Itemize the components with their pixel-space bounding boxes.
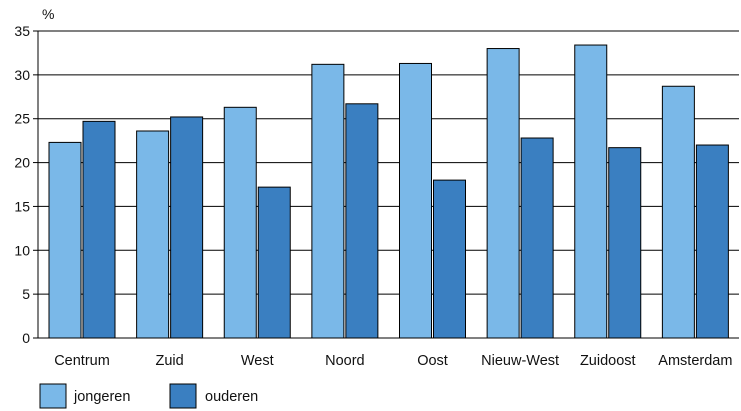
x-tick-label: West: [241, 353, 274, 369]
y-tick-label: 25: [14, 111, 30, 127]
axes: [37, 31, 739, 339]
legend-swatch-ouderen: [169, 383, 197, 409]
bar-ouderen-zuid: [170, 116, 204, 339]
bar-jongeren-noord: [311, 63, 345, 339]
x-tick-label: Zuid: [156, 353, 184, 369]
x-axis-labels: Centrum Zuid West Noord Oost Nieuw-West Zuidoo…: [54, 353, 732, 369]
y-tick-label: 0: [22, 330, 30, 346]
bar-jongeren-centrum: [48, 141, 82, 339]
bar-ouderen-noord: [345, 103, 379, 339]
y-axis-unit-label: %: [42, 6, 54, 22]
y-tick-label: 35: [14, 23, 30, 39]
x-tick-label: Noord: [325, 353, 365, 369]
bar-ouderen-west: [257, 186, 291, 339]
legend-swatch-jongeren: [39, 383, 67, 409]
bar-ouderen-zuidoost: [608, 147, 642, 339]
bar-ouderen-amsterdam: [695, 144, 729, 339]
bar-ouderen-oost: [433, 179, 466, 339]
y-tick-label: 30: [14, 67, 30, 83]
y-tick-label: 5: [22, 286, 30, 302]
x-tick-label: Centrum: [54, 353, 110, 369]
bar-jongeren-amsterdam: [661, 85, 695, 339]
legend-label-ouderen: ouderen: [205, 389, 258, 405]
y-tick-label: 10: [14, 242, 30, 258]
y-axis-ticks: 0 5 10 15 20 25 30 35: [14, 23, 38, 346]
bar-jongeren-zuid: [136, 130, 170, 339]
legend: jongeren ouderen: [39, 383, 258, 409]
bar-ouderen-nieuw-west: [520, 137, 554, 339]
y-tick-label: 15: [14, 198, 30, 214]
x-tick-label: Oost: [417, 353, 448, 369]
x-tick-label: Zuidoost: [580, 353, 636, 369]
bar-jongeren-west: [223, 106, 257, 339]
bars: [48, 44, 729, 339]
x-tick-label: Nieuw-West: [481, 353, 559, 369]
x-tick-label: Amsterdam: [658, 353, 732, 369]
y-tick-label: 20: [14, 155, 30, 171]
legend-label-jongeren: jongeren: [73, 389, 130, 405]
bar-jongeren-oost: [399, 62, 432, 339]
bar-ouderen-centrum: [82, 120, 116, 339]
bar-jongeren-nieuw-west: [486, 48, 520, 339]
bar-jongeren-zuidoost: [574, 44, 608, 339]
